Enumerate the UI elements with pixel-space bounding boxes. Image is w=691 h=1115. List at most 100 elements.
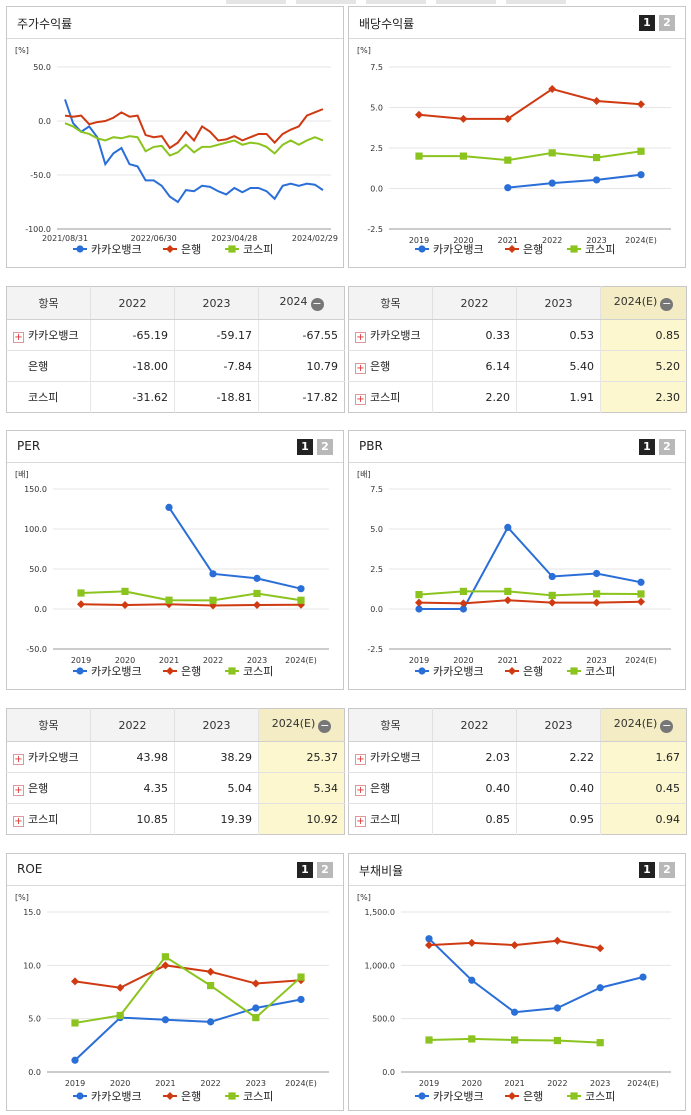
x-tick-label: 2021 bbox=[159, 656, 179, 665]
row-name: 카카오뱅크 bbox=[28, 329, 79, 342]
data-point bbox=[504, 523, 512, 531]
expand-icon[interactable]: + bbox=[355, 332, 366, 343]
legend-marker bbox=[228, 1092, 236, 1100]
row-label: + 코스피 bbox=[6, 803, 91, 835]
legend-item: 코스피 bbox=[225, 243, 273, 256]
expand-icon[interactable]: + bbox=[355, 785, 366, 796]
series-line bbox=[507, 173, 642, 189]
y-tick-label: 1,500.0 bbox=[364, 908, 395, 917]
cell-value: 25.37 bbox=[258, 741, 345, 773]
page-button-1[interactable]: 1 bbox=[297, 862, 313, 878]
roe-panel: ROE 1 2 [%] 15.0 10.0 5.0 0.0 2019 2020 2021 202… bbox=[6, 853, 344, 1111]
series-line bbox=[418, 87, 642, 120]
legend-label: 은행 bbox=[181, 243, 201, 256]
expand-icon[interactable]: + bbox=[13, 785, 24, 796]
expand-icon[interactable]: + bbox=[13, 816, 24, 827]
legend-label: 코스피 bbox=[585, 243, 615, 256]
pbr-table: 항목 2022 2023 2024(E) − + 카카오뱅크 2.03 2.22 1… bbox=[348, 708, 687, 835]
panel-title: PER bbox=[17, 439, 41, 453]
data-point bbox=[415, 152, 423, 160]
cell-value: 0.33 bbox=[432, 319, 517, 351]
cell-value: 0.85 bbox=[600, 319, 687, 351]
legend-item: 카카오뱅크 bbox=[73, 1090, 142, 1103]
collapse-icon[interactable]: − bbox=[318, 719, 332, 733]
data-point bbox=[297, 596, 305, 604]
row-name: 은행 bbox=[28, 782, 49, 795]
legend-item: 코스피 bbox=[567, 243, 615, 256]
page-button-2[interactable]: 2 bbox=[659, 15, 675, 31]
expand-icon[interactable]: + bbox=[355, 754, 366, 765]
series-line bbox=[419, 525, 642, 610]
data-point bbox=[548, 149, 556, 157]
legend-marker bbox=[76, 667, 84, 675]
cell-value: 10.92 bbox=[258, 803, 345, 835]
dividend-panel: 배당수익률 1 2 [%] 7.5 5.0 2.5 0.0 -2.5 2019 2020 202… bbox=[348, 6, 686, 268]
series-line bbox=[419, 150, 642, 162]
y-tick-label: -100.0 bbox=[25, 225, 51, 234]
legend-label: 은행 bbox=[181, 665, 201, 678]
data-point bbox=[116, 983, 125, 992]
row-label: + 카카오뱅크 bbox=[348, 741, 433, 773]
page-button-2[interactable]: 2 bbox=[659, 862, 675, 878]
collapse-icon[interactable]: − bbox=[310, 297, 324, 311]
debt-ratio-panel: 부채비율 1 2 [%] 1,500.0 1,000.0 500.0 0.0 2019 20… bbox=[348, 853, 686, 1111]
page-button-2[interactable]: 2 bbox=[317, 862, 333, 878]
x-tick-label: 2022 bbox=[542, 236, 562, 245]
table-row: + 카카오뱅크 -65.19 -59.17 -67.55 bbox=[6, 319, 345, 351]
page-button-2[interactable]: 2 bbox=[659, 439, 675, 455]
data-point bbox=[161, 953, 169, 961]
x-tick-label: 2021 bbox=[498, 236, 518, 245]
expand-icon[interactable]: + bbox=[13, 332, 24, 343]
expand-icon[interactable]: + bbox=[355, 816, 366, 827]
row-label: 코스피 bbox=[6, 381, 91, 413]
page-button-1[interactable]: 1 bbox=[639, 439, 655, 455]
cell-value: -67.55 bbox=[258, 319, 345, 351]
row-name: 코스피 bbox=[28, 391, 59, 404]
header-item: 항목 bbox=[6, 286, 91, 320]
cell-value: 0.94 bbox=[600, 803, 687, 835]
y-tick-label: 0.0 bbox=[370, 605, 383, 614]
expand-icon[interactable]: + bbox=[355, 394, 366, 405]
expand-icon[interactable]: + bbox=[355, 363, 366, 374]
y-tick-label: -50.0 bbox=[30, 171, 51, 180]
header-year-estimate: 2024(E) − bbox=[600, 708, 687, 742]
legend-label: 은행 bbox=[523, 665, 543, 678]
expand-icon[interactable]: + bbox=[13, 754, 24, 765]
cell-value: -59.17 bbox=[174, 319, 259, 351]
data-point bbox=[548, 572, 556, 581]
collapse-icon[interactable]: − bbox=[660, 297, 674, 311]
data-point bbox=[415, 591, 423, 599]
pager: 1 2 bbox=[639, 862, 675, 878]
cell-value: 2.30 bbox=[600, 381, 687, 413]
cell-value: 0.53 bbox=[516, 319, 601, 351]
page-button-1[interactable]: 1 bbox=[639, 862, 655, 878]
data-point bbox=[637, 171, 645, 179]
data-point bbox=[553, 1004, 561, 1012]
y-tick-label: 150.0 bbox=[24, 485, 47, 494]
y-tick-label: -50.0 bbox=[26, 645, 47, 654]
y-tick-label: 100.0 bbox=[24, 525, 47, 534]
page-button-1[interactable]: 1 bbox=[297, 439, 313, 455]
x-tick-label: 2020 bbox=[462, 1079, 482, 1088]
cell-value: -18.00 bbox=[90, 350, 175, 382]
page-button-2[interactable]: 2 bbox=[317, 439, 333, 455]
unit-label: [배] bbox=[15, 470, 29, 479]
page-button-1[interactable]: 1 bbox=[639, 15, 655, 31]
roe-chart: [%] 15.0 10.0 5.0 0.0 2019 2020 2021 2022 2023 202… bbox=[15, 893, 329, 1103]
collapse-icon[interactable]: − bbox=[660, 719, 674, 733]
pager: 1 2 bbox=[297, 439, 333, 455]
row-label: + 코스피 bbox=[348, 803, 433, 835]
legend-label: 은행 bbox=[523, 243, 543, 256]
x-tick-label: 2023 bbox=[590, 1079, 610, 1088]
legend-label: 카카오뱅크 bbox=[433, 665, 484, 678]
data-point bbox=[548, 85, 557, 94]
legend-label: 코스피 bbox=[585, 665, 615, 678]
cell-value: 6.14 bbox=[432, 350, 517, 382]
pbr-chart: [배] 7.5 5.0 2.5 0.0 -2.5 2019 2020 2021 2022 2023 2… bbox=[357, 470, 671, 678]
row-label: 은행 bbox=[6, 350, 91, 382]
table-row: + 카카오뱅크 2.03 2.22 1.67 bbox=[348, 741, 687, 773]
series-line bbox=[418, 599, 642, 605]
data-point bbox=[593, 176, 601, 184]
x-tick-label: 2024(E) bbox=[285, 656, 317, 665]
data-point bbox=[415, 605, 423, 613]
